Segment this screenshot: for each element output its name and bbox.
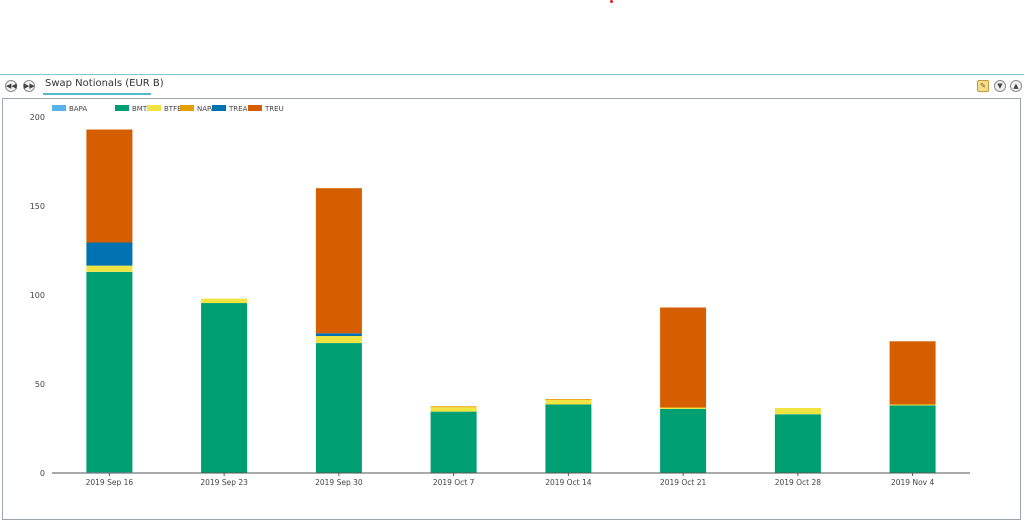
bar-segment-treu[interactable]	[86, 129, 133, 243]
legend-label-napa: NAPA	[197, 105, 216, 113]
x-tick-label: 2019 Oct 7	[433, 478, 475, 487]
stacked-bar-chart: BAPA BMTF BTFE NAPA TREA TREU 0 50 100 150 200 20…	[30, 105, 970, 487]
bar-segment-btfe[interactable]	[201, 298, 248, 304]
bar-segment-trea[interactable]	[86, 242, 133, 266]
bar-segment-bmtf[interactable]	[545, 404, 592, 474]
y-axis: 0 50 100 150 200	[30, 113, 45, 478]
y-tick-label: 150	[30, 202, 45, 211]
legend-swatch-napa	[180, 105, 194, 111]
x-tick-label: 2019 Sep 16	[86, 478, 134, 487]
bar-segment-napa[interactable]	[660, 407, 707, 408]
red-marker-dot	[610, 0, 613, 3]
double-chevron-up-icon[interactable]: ▲	[1010, 80, 1022, 92]
bar-segment-btfe[interactable]	[86, 265, 133, 272]
bar-segment-bmtf[interactable]	[889, 405, 936, 473]
bar-segment-trea[interactable]	[315, 333, 362, 336]
y-tick-label: 100	[30, 291, 45, 300]
double-chevron-right-icon[interactable]: ▶▶	[23, 80, 35, 92]
x-tick-label: 2019 Sep 30	[315, 478, 363, 487]
double-chevron-down-icon[interactable]: ▼	[994, 80, 1006, 92]
bar-segment-napa[interactable]	[430, 406, 477, 408]
bar-segment-treu[interactable]	[889, 341, 936, 405]
legend-label-bmtf: BMTF	[132, 105, 151, 113]
bar-segment-btfe[interactable]	[545, 400, 592, 405]
bar-segment-btfe[interactable]	[774, 408, 821, 415]
x-tick-label: 2019 Sep 23	[200, 478, 248, 487]
bar-series	[86, 129, 936, 474]
bar-segment-bmtf[interactable]	[660, 408, 707, 473]
bar-segment-btfe[interactable]	[315, 335, 362, 343]
bar-segment-btfe[interactable]	[889, 404, 936, 406]
y-tick-label: 200	[30, 113, 45, 122]
header-divider	[0, 74, 1024, 75]
chart-legend: BAPA BMTF BTFE NAPA TREA TREU	[52, 105, 284, 113]
x-tick-label: 2019 Nov 4	[891, 478, 934, 487]
bar-segment-napa[interactable]	[545, 399, 592, 400]
bar-segment-bmtf[interactable]	[201, 303, 248, 473]
bar-segment-btfe[interactable]	[660, 408, 707, 409]
bar-segment-treu[interactable]	[660, 307, 707, 408]
y-tick-label: 0	[40, 469, 45, 478]
legend-swatch-trea	[212, 105, 226, 111]
legend-swatch-bmtf	[115, 105, 129, 111]
legend-label-bapa: BAPA	[69, 105, 87, 113]
x-axis: 2019 Sep 16 2019 Sep 23 2019 Sep 30 2019 Oc…	[52, 472, 970, 487]
legend-swatch-bapa	[52, 105, 66, 111]
edit-note-icon[interactable]: ✎	[977, 80, 989, 92]
legend-label-treu: TREU	[264, 105, 284, 113]
legend-label-trea: TREA	[228, 105, 248, 113]
legend-label-btfe: BTFE	[164, 105, 182, 113]
double-chevron-left-icon[interactable]: ◀◀	[5, 80, 17, 92]
bar-segment-bmtf[interactable]	[430, 411, 477, 473]
bar-segment-bmtf[interactable]	[315, 343, 362, 473]
bar-segment-bmtf[interactable]	[86, 271, 133, 473]
legend-swatch-treu	[248, 105, 262, 111]
x-tick-label: 2019 Oct 28	[775, 478, 822, 487]
chart-panel: BAPA BMTF BTFE NAPA TREA TREU 0 50 100 150 200 20…	[2, 98, 1021, 520]
bar-segment-treu[interactable]	[315, 188, 362, 334]
panel-title-tab[interactable]: Swap Notionals (EUR B)	[45, 78, 164, 89]
bar-segment-bmtf[interactable]	[774, 414, 821, 473]
y-tick-label: 50	[35, 380, 45, 389]
legend-swatch-btfe	[147, 105, 161, 111]
x-tick-label: 2019 Oct 14	[545, 478, 592, 487]
active-tab-indicator	[43, 93, 151, 95]
bar-segment-btfe[interactable]	[430, 407, 477, 412]
x-tick-label: 2019 Oct 21	[660, 478, 707, 487]
